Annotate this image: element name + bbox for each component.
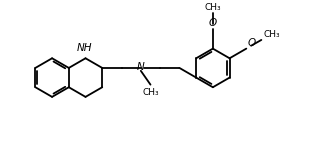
- Text: N: N: [137, 62, 145, 72]
- Text: O: O: [247, 38, 255, 48]
- Text: O: O: [209, 18, 217, 28]
- Text: NH: NH: [77, 43, 92, 53]
- Text: CH₃: CH₃: [142, 88, 159, 97]
- Text: CH₃: CH₃: [205, 3, 221, 12]
- Text: CH₃: CH₃: [263, 30, 280, 39]
